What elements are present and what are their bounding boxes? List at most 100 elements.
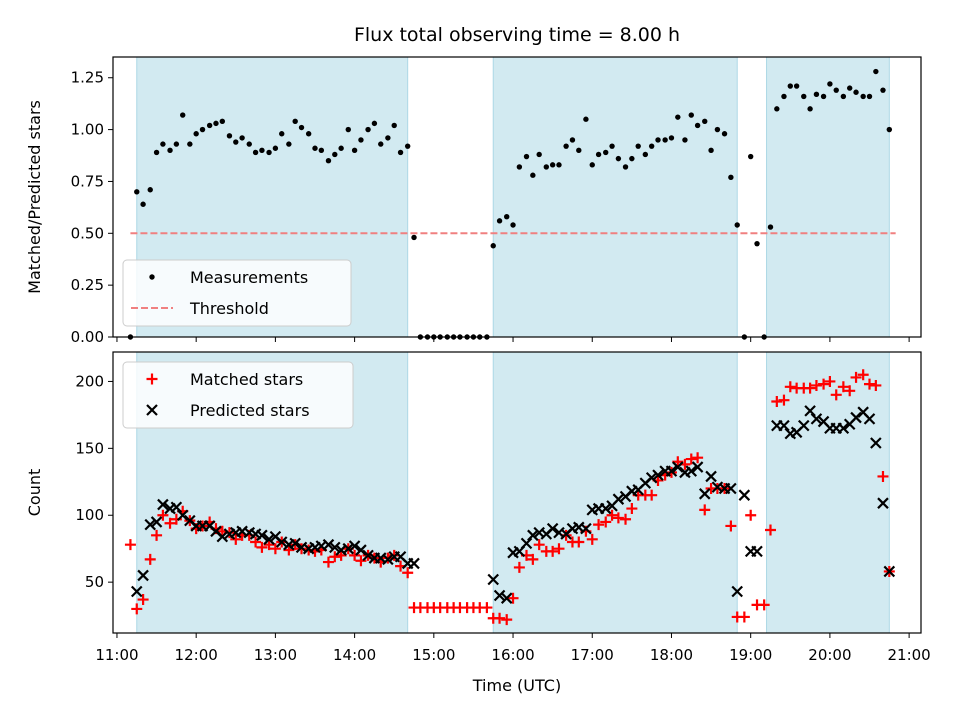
count-point — [144, 553, 156, 565]
ratio-point — [840, 93, 847, 100]
legend-box — [122, 259, 352, 327]
count-point — [758, 599, 770, 611]
count-point — [738, 611, 750, 623]
count-point — [771, 396, 783, 408]
ratio-point — [583, 116, 589, 122]
count-point — [573, 536, 585, 548]
count-point — [382, 553, 394, 566]
x-tick-label: 13:00 — [254, 646, 297, 664]
x-tick-label: 16:00 — [491, 646, 534, 664]
count-frame — [112, 351, 922, 634]
ratio-point — [298, 124, 305, 131]
ratio-point — [523, 153, 530, 160]
legend-box — [122, 361, 354, 429]
count-point — [652, 469, 664, 481]
count-point — [520, 537, 533, 550]
count-point — [691, 461, 704, 473]
ratio-point — [516, 164, 523, 170]
ratio-point — [153, 149, 160, 156]
ratio-point — [873, 68, 879, 75]
count-point — [335, 549, 347, 561]
ratio-point — [147, 187, 153, 193]
count-point — [176, 509, 189, 522]
count-point — [283, 544, 295, 556]
count-point — [606, 509, 618, 521]
count-point — [329, 541, 341, 554]
ratio-point — [609, 143, 615, 149]
ratio-point — [833, 87, 839, 93]
count-point — [322, 538, 335, 551]
ratio-point — [490, 243, 496, 249]
ratio-point — [662, 137, 668, 143]
count-point — [348, 540, 361, 552]
ratio-point — [781, 93, 787, 100]
x-tick-label: 14:00 — [333, 646, 376, 664]
ratio-point — [767, 224, 774, 230]
y-tick-label: 150 — [75, 439, 104, 457]
count-point — [685, 465, 698, 477]
count-point — [699, 504, 711, 516]
ratio-legend: Measurements Threshold — [122, 259, 352, 327]
count-point — [797, 419, 810, 432]
ratio-point — [820, 93, 827, 100]
count-point — [612, 493, 625, 505]
count-point — [692, 452, 704, 464]
ratio-point — [160, 141, 166, 147]
ratio-point — [239, 135, 245, 141]
count-point — [645, 472, 658, 484]
ratio-point — [134, 189, 140, 195]
ratio-y-axis-label: Matched/Predicted stars — [25, 100, 44, 294]
count-point — [507, 592, 519, 604]
count-point — [586, 533, 598, 545]
count-point — [402, 567, 414, 579]
ratio-point — [866, 93, 873, 100]
ratio-point — [318, 147, 325, 154]
y-tick-label: 100 — [75, 506, 104, 524]
ratio-point — [305, 131, 312, 137]
ratio-point — [569, 137, 576, 143]
count-point — [150, 516, 163, 528]
count-point — [124, 539, 136, 551]
ratio-point — [266, 149, 272, 156]
x-tick-label: 17:00 — [571, 646, 614, 664]
y-tick-label: 50 — [85, 573, 104, 591]
legend-label: Matched stars — [190, 370, 303, 389]
ratio-point — [603, 149, 609, 156]
ratio-point — [880, 87, 886, 93]
count-point — [698, 488, 711, 500]
ratio-point — [206, 122, 213, 129]
count-point — [646, 489, 658, 501]
count-point — [844, 385, 856, 397]
count-point — [778, 419, 790, 432]
count-point — [533, 539, 545, 551]
ratio-point — [549, 162, 556, 168]
ratio-point — [530, 172, 536, 178]
legend-marker — [146, 373, 158, 385]
ratio-point — [563, 143, 569, 149]
count-series — [130, 405, 896, 604]
ratio-panel: 0.00 0.25 0.50 0.75 1.00 1.25 Matched/Predicte… — [25, 56, 922, 346]
count-y-axis-label: Count — [25, 469, 44, 517]
ratio-frame — [112, 56, 922, 338]
count-point — [804, 382, 816, 394]
count-point — [151, 529, 163, 541]
count-point — [810, 379, 822, 391]
ratio-point — [233, 139, 239, 145]
legend-label: Predicted stars — [190, 401, 310, 420]
ratio-point — [496, 218, 503, 224]
ratio-point — [325, 158, 332, 164]
ratio-point — [702, 118, 708, 124]
count-point — [527, 529, 539, 542]
count-point — [269, 543, 281, 555]
count-point — [824, 375, 836, 387]
count-point — [501, 614, 513, 626]
ratio-point — [734, 222, 740, 228]
ratio-point — [358, 137, 364, 143]
ratio-point — [279, 131, 285, 137]
ratio-point — [140, 201, 146, 207]
count-point — [329, 551, 341, 563]
ratio-point — [338, 145, 344, 151]
ratio-point — [556, 162, 562, 168]
ratio-point — [351, 147, 358, 154]
